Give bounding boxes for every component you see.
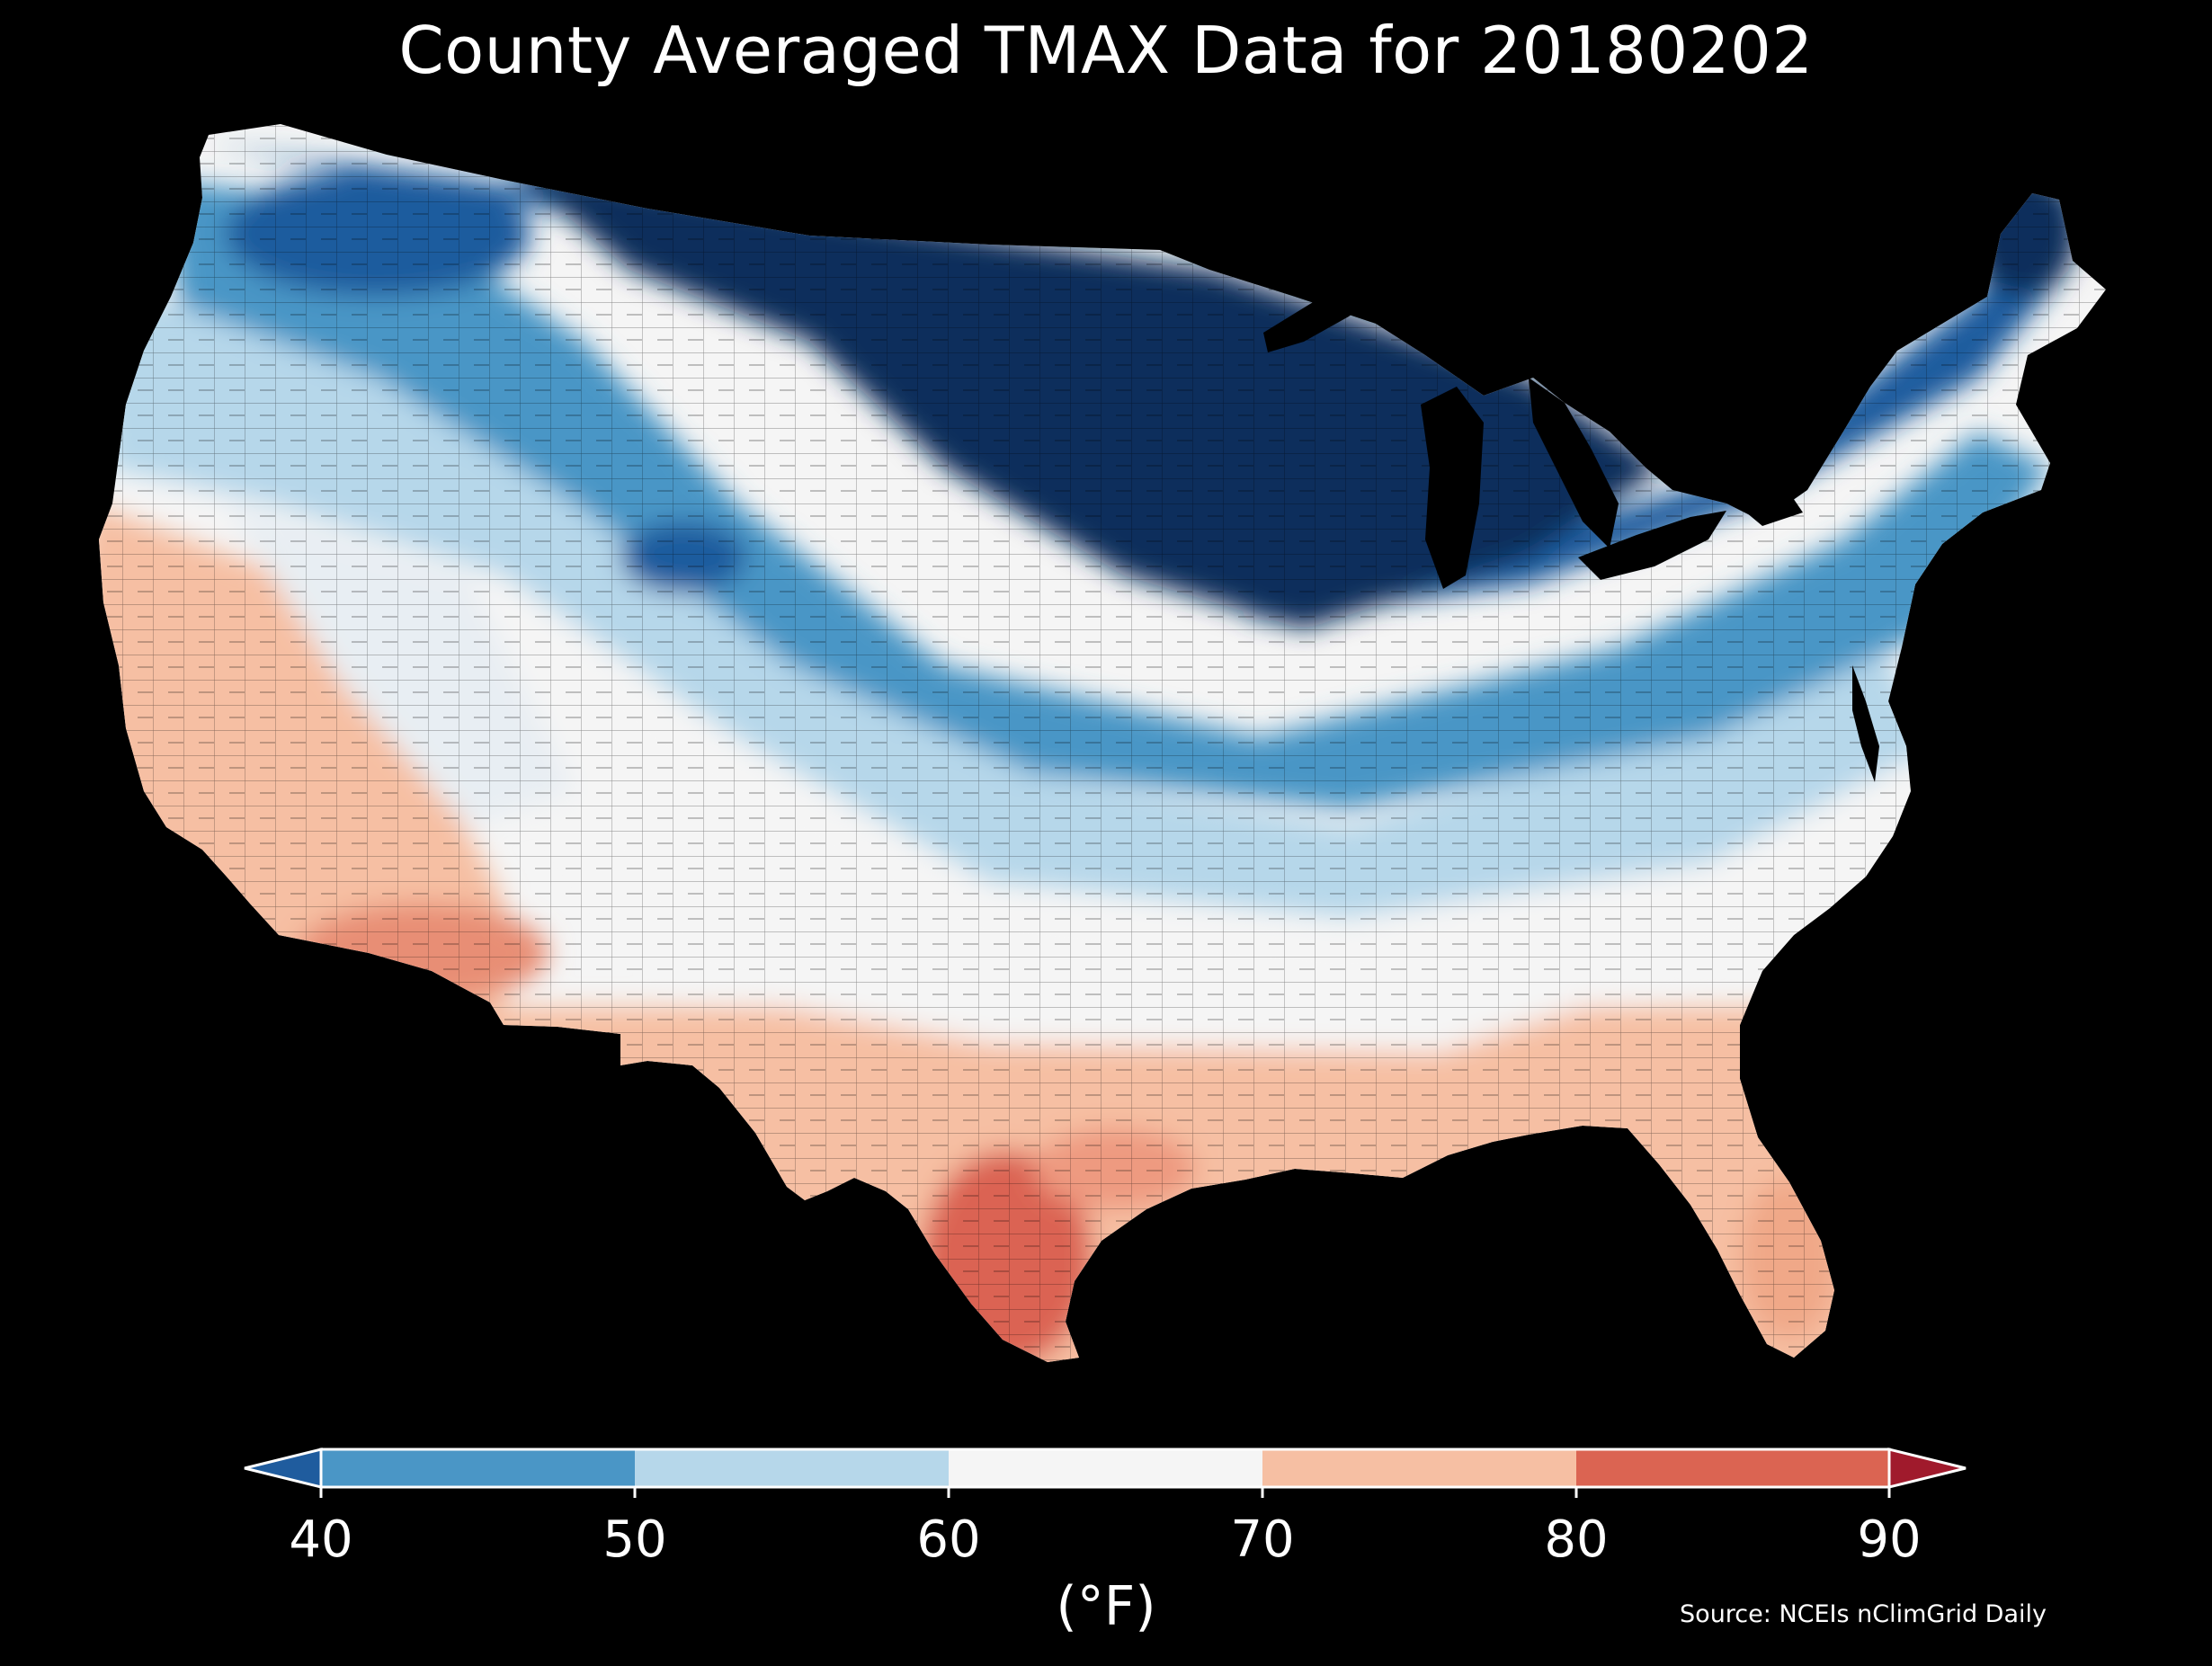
- colorbar-tick-50: 50: [602, 1510, 667, 1569]
- colorbar-bin-80-90: [1576, 1449, 1889, 1487]
- colorbar-tick-40: 40: [289, 1510, 353, 1569]
- colorbar-extend-low: [244, 1448, 323, 1489]
- colorbar-bin-70-80: [1262, 1449, 1576, 1487]
- colorbar-tick-60: 60: [916, 1510, 981, 1569]
- colorbar-bin-50-60: [635, 1449, 949, 1487]
- colorbar-tick-70: 70: [1230, 1510, 1295, 1569]
- great-lakes: [1263, 274, 1803, 589]
- colorbar-bin-40-50: [321, 1449, 635, 1487]
- chesapeake-bay: [1852, 665, 1879, 782]
- colorbar: [244, 1448, 1967, 1498]
- map-title: County Averaged TMAX Data for 20180202: [398, 13, 1814, 88]
- colorbar-unit-label: (°F): [1056, 1575, 1156, 1638]
- colorbar-outline: [319, 1448, 1891, 1489]
- source-attribution: Source: NCEIs nClimGrid Daily: [1680, 1600, 2047, 1628]
- colorbar-tick-80: 80: [1544, 1510, 1609, 1569]
- colorbar-bin-60-70: [949, 1449, 1262, 1487]
- colorbar-extend-high: [1887, 1448, 1967, 1489]
- colorbar-tick-90: 90: [1857, 1510, 1922, 1569]
